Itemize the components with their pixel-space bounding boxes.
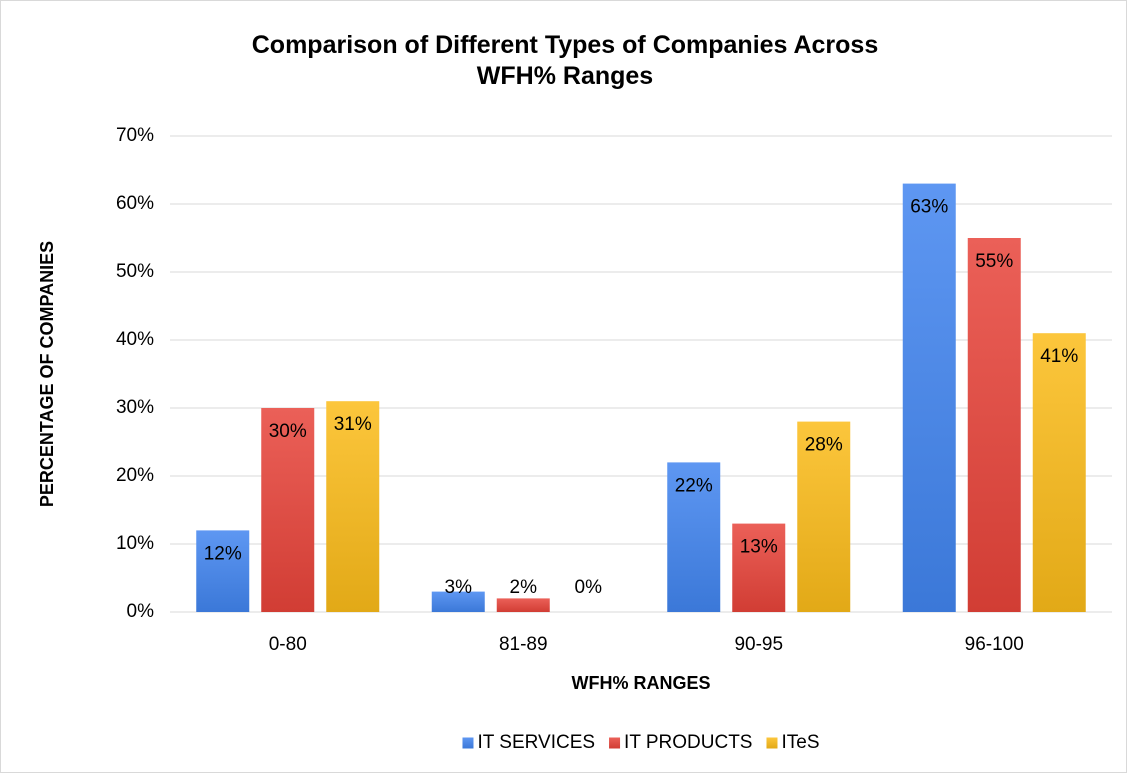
bar [667,462,721,612]
data-label: 63% [910,197,948,218]
bar [732,523,786,612]
data-label: 13% [740,537,778,558]
data-label: 2% [510,577,538,598]
y-tick-label: 60% [116,193,154,214]
data-label: 0% [575,577,603,598]
y-tick-label: 10% [116,533,154,554]
data-label: 12% [204,543,242,564]
bar [196,530,250,612]
legend-swatch [609,737,621,749]
y-axis-title: PERCENTAGE OF COMPANIES [37,241,57,507]
y-tick-label: 50% [116,261,154,282]
y-tick-label: 70% [116,125,154,146]
bar [1032,333,1086,612]
legend-label: IT PRODUCTS [624,732,752,753]
bar [261,408,315,612]
y-tick-label: 40% [116,329,154,350]
x-tick-label: 0-80 [269,634,307,655]
data-label: 31% [334,414,372,435]
y-tick-label: 0% [127,601,155,622]
bar [326,401,380,612]
x-axis-title: WFH% RANGES [572,673,711,693]
bar [496,598,550,612]
data-label: 55% [975,251,1013,272]
y-tick-label: 20% [116,465,154,486]
bar [902,183,956,612]
legend-swatch [766,737,778,749]
data-label: 22% [675,475,713,496]
data-label: 41% [1040,346,1078,367]
x-tick-label: 90-95 [734,634,783,655]
legend-label: IT SERVICES [477,732,595,753]
bar [967,238,1021,612]
legend-swatch [462,737,474,749]
y-tick-label: 30% [116,397,154,418]
chart-title: Comparison of Different Types of Compani… [251,31,879,90]
bar [431,591,485,612]
bar [797,421,851,612]
data-label: 30% [269,421,307,442]
x-tick-label: 96-100 [965,634,1024,655]
legend-label: ITeS [781,732,819,753]
data-label: 3% [445,577,473,598]
x-tick-label: 81-89 [499,634,548,655]
data-label: 28% [805,435,843,456]
